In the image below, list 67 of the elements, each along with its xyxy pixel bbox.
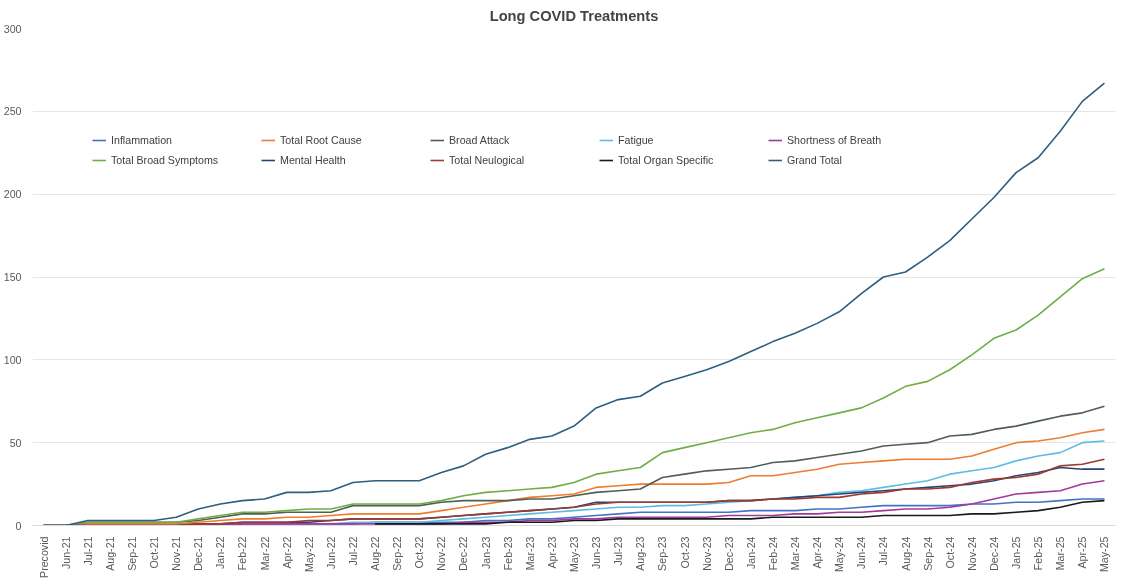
x-tick-label: Apr-23 xyxy=(545,536,558,569)
legend-label: Broad Attack xyxy=(449,134,511,146)
x-tick-label: Aug-22 xyxy=(369,536,382,571)
legend-label: Shortness of Breath xyxy=(787,134,883,146)
y-tick-label: 250 xyxy=(3,105,22,118)
x-tick-label: Precovid xyxy=(37,536,50,578)
x-tick-label: Jan-23 xyxy=(479,536,492,570)
x-tick-label: Oct-24 xyxy=(943,536,956,569)
x-tick-label: May-24 xyxy=(833,536,846,573)
x-tick-label: Nov-24 xyxy=(965,536,978,571)
x-tick-label: Jan-24 xyxy=(744,536,757,570)
x-tick-label: Nov-22 xyxy=(435,536,448,571)
x-tick-label: Nov-23 xyxy=(700,536,713,571)
x-tick-label: Apr-25 xyxy=(1076,536,1089,569)
x-tick-label: Jan-25 xyxy=(1010,536,1023,570)
y-tick-label: 50 xyxy=(9,436,22,449)
y-tick-label: 300 xyxy=(3,22,22,35)
legend-label: Total Neulogical xyxy=(449,154,526,166)
x-tick-label: Aug-24 xyxy=(899,536,912,571)
y-tick-label: 0 xyxy=(15,519,22,532)
x-tick-label: Jul-24 xyxy=(877,536,890,566)
x-tick-label: Jun-22 xyxy=(324,536,337,570)
x-tick-label: Oct-22 xyxy=(413,536,426,569)
legend-label: Total Root Cause xyxy=(280,134,363,146)
x-tick-label: Jul-21 xyxy=(81,536,94,566)
legend-label: Fatigue xyxy=(618,134,655,146)
x-tick-label: Apr-24 xyxy=(811,536,824,569)
x-tick-label: Oct-23 xyxy=(678,536,691,569)
x-tick-label: Sep-21 xyxy=(125,536,138,571)
x-tick-label: Dec-22 xyxy=(457,536,470,571)
x-tick-label: Dec-24 xyxy=(987,536,1000,571)
x-tick-label: Mar-24 xyxy=(789,536,802,571)
legend-label: Mental Health xyxy=(280,154,347,166)
legend-label: Total Organ Specific xyxy=(618,154,715,166)
x-tick-label: Nov-21 xyxy=(170,536,183,571)
x-tick-label: Dec-21 xyxy=(192,536,205,571)
x-tick-label: May-22 xyxy=(302,536,315,573)
x-tick-label: Feb-25 xyxy=(1032,536,1045,571)
y-tick-label: 200 xyxy=(3,188,22,201)
x-tick-label: Jul-23 xyxy=(612,536,625,566)
x-tick-label: Oct-21 xyxy=(148,536,161,569)
y-tick-label: 150 xyxy=(3,271,22,283)
x-tick-label: Sep-23 xyxy=(656,536,669,571)
x-tick-label: Apr-22 xyxy=(280,536,293,569)
x-tick-label: Dec-23 xyxy=(722,536,735,571)
x-tick-label: Feb-22 xyxy=(236,536,249,571)
x-tick-label: Sep-24 xyxy=(921,536,934,571)
x-tick-label: Feb-23 xyxy=(501,536,514,571)
x-tick-label: Jun-24 xyxy=(855,536,868,570)
legend-label: Total Broad Symptoms xyxy=(111,154,220,166)
legend-label: Inflammation xyxy=(111,134,173,146)
x-tick-label: Feb-24 xyxy=(766,536,779,571)
x-tick-label: Jan-22 xyxy=(214,536,227,570)
legend-label: Grand Total xyxy=(787,154,843,166)
y-tick-label: 100 xyxy=(3,353,22,366)
x-tick-label: Aug-23 xyxy=(634,536,647,571)
x-tick-label: Jun-21 xyxy=(59,536,72,570)
chart-title: Long COVID Treatments xyxy=(489,7,659,24)
x-tick-label: Mar-22 xyxy=(258,536,271,571)
x-tick-label: Jun-23 xyxy=(590,536,603,570)
x-tick-label: Jul-22 xyxy=(346,536,359,566)
x-tick-label: May-23 xyxy=(568,536,580,573)
x-tick-label: Sep-22 xyxy=(391,536,404,571)
x-tick-label: Mar-25 xyxy=(1054,536,1067,571)
x-tick-label: Mar-23 xyxy=(523,536,536,571)
x-tick-label: May-25 xyxy=(1098,536,1111,573)
x-tick-label: Aug-21 xyxy=(103,536,116,571)
